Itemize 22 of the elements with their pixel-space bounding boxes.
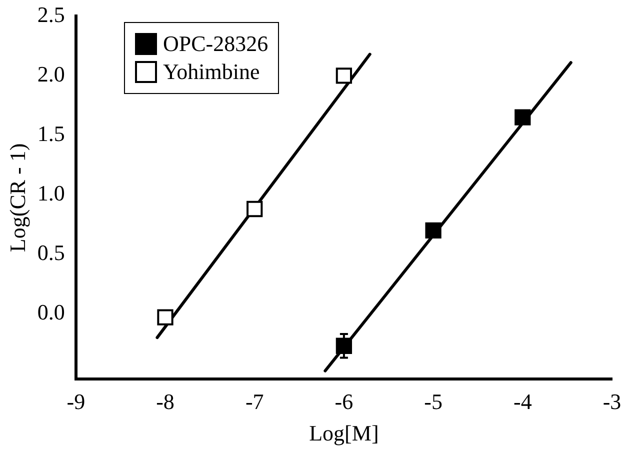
- x-tick-label: -5: [424, 389, 442, 414]
- x-tick-label: -3: [602, 389, 622, 414]
- point: [514, 109, 531, 126]
- x-tick-label: -4: [513, 389, 532, 414]
- x-tick-label: -8: [156, 389, 174, 414]
- y-tick-label: 2.5: [37, 2, 65, 27]
- point: [246, 200, 263, 218]
- point: [425, 222, 442, 238]
- y-tick-label: 0.5: [37, 240, 65, 266]
- legend-label: Yohimbine: [163, 59, 260, 85]
- y-axis-title: Log(CR - 1): [4, 143, 30, 252]
- y-tick-label: 1.5: [37, 121, 65, 146]
- y-tick-label: 1.0: [37, 180, 65, 206]
- x-tick-label: -6: [334, 389, 354, 414]
- x-tick-label: -9: [66, 389, 86, 414]
- y-tick-label: 0.0: [37, 300, 65, 325]
- legend-label: OPC-28326: [163, 31, 268, 57]
- point: [336, 68, 352, 84]
- point: [157, 309, 174, 326]
- x-tick-label: -7: [245, 389, 264, 414]
- y-tick-label: 2.0: [37, 61, 65, 86]
- x-axis-title: Log[M]: [309, 420, 379, 446]
